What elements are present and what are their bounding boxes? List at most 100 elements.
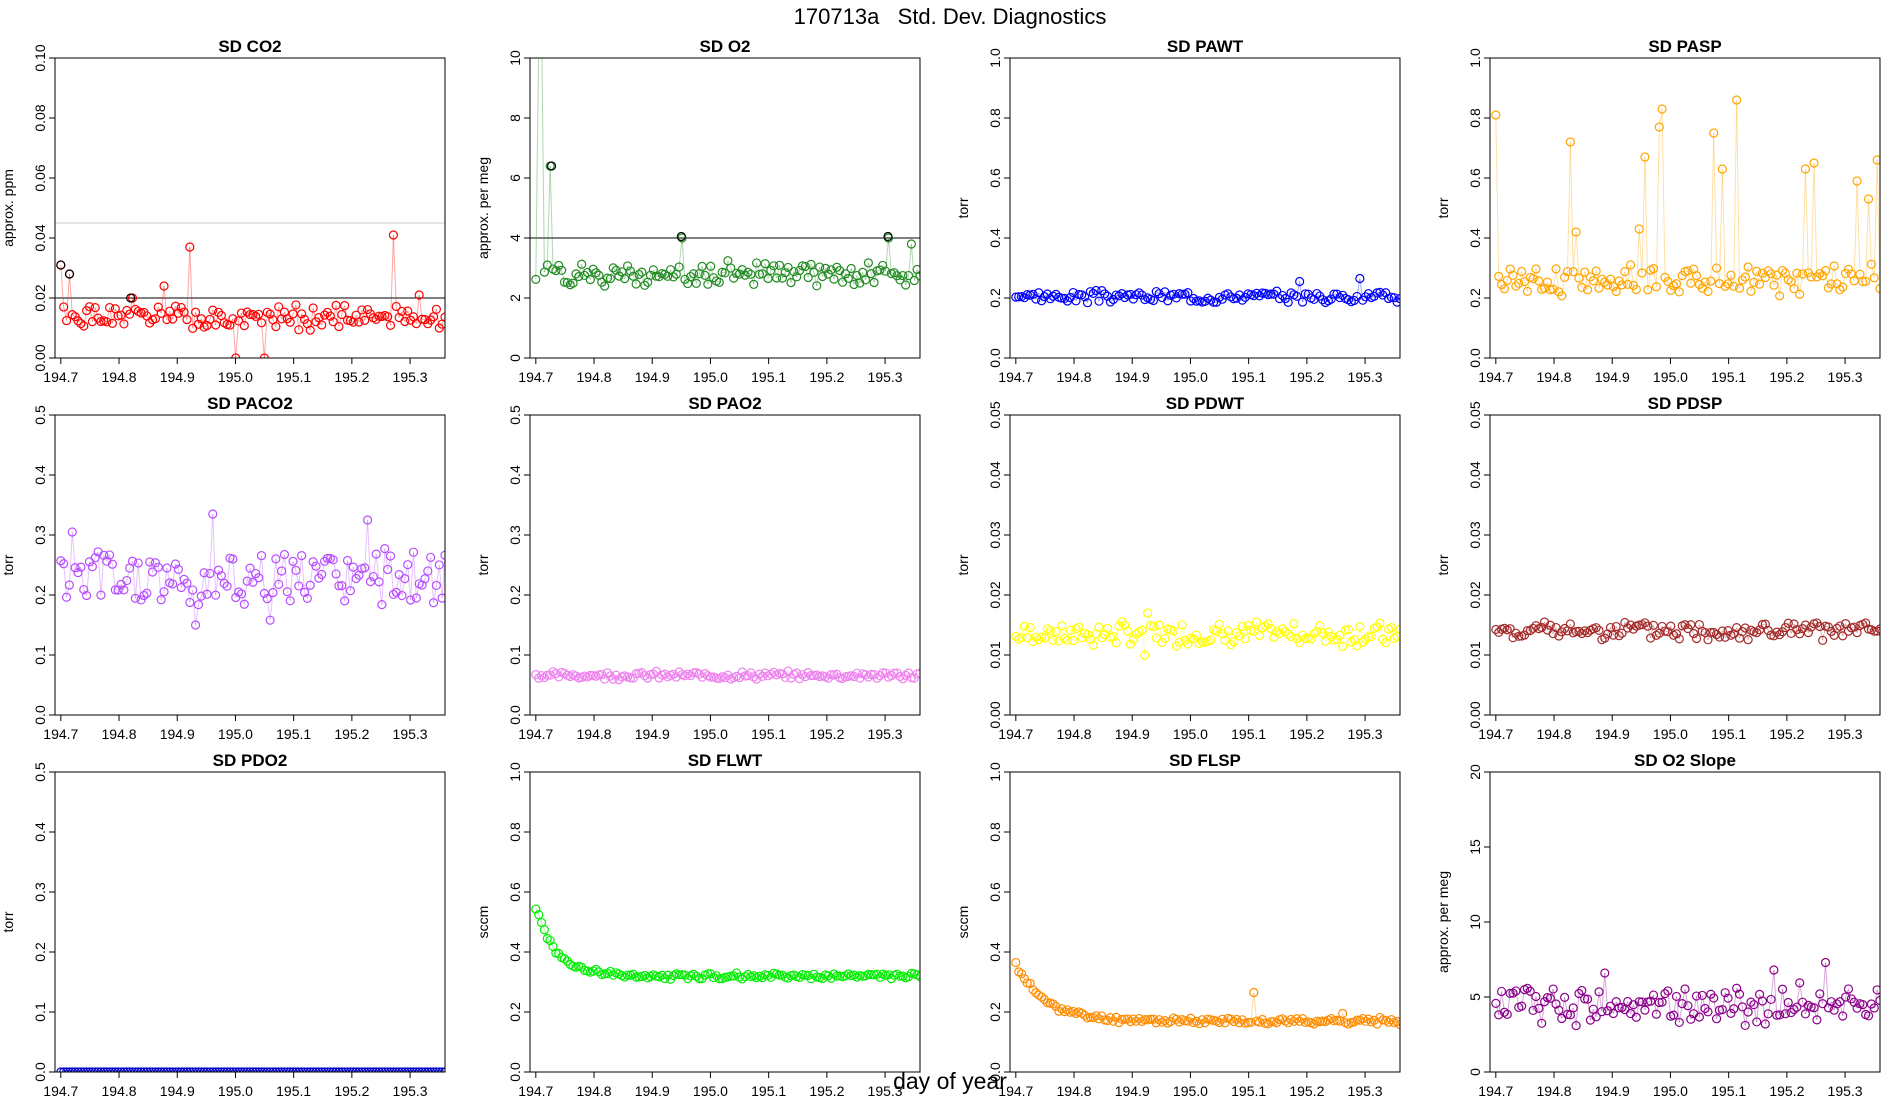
data-point [1677, 999, 1687, 1009]
data-point [574, 271, 584, 282]
data-point [1560, 623, 1570, 634]
data-point [190, 620, 201, 630]
series-segment [678, 237, 683, 268]
data-point [631, 279, 641, 289]
data-point [87, 1067, 97, 1072]
data-point [1502, 275, 1512, 286]
data-point [1740, 623, 1750, 633]
series-segment [246, 568, 251, 582]
series-segment [243, 311, 248, 326]
data-point [1048, 291, 1058, 301]
data-point [165, 306, 175, 316]
series-segment [1170, 293, 1174, 296]
y-tick-label: 0.8 [1467, 108, 1483, 128]
data-point [1594, 625, 1604, 636]
series-segment [272, 558, 277, 593]
data-point [188, 585, 198, 595]
series-segment [535, 908, 540, 915]
x-tick-label: 194.9 [635, 726, 670, 742]
data-point [1582, 994, 1593, 1004]
data-point [408, 1067, 419, 1072]
x-tick-label: 195.0 [693, 1083, 728, 1099]
data-point [79, 321, 89, 331]
data-point [1105, 297, 1116, 307]
data-point [211, 320, 221, 330]
data-point [150, 1067, 161, 1072]
data-point [1594, 987, 1604, 997]
data-point [322, 1067, 333, 1072]
data-point [597, 669, 607, 680]
data-point [403, 306, 413, 316]
x-tick-label: 195.3 [868, 1083, 903, 1099]
data-point [1191, 1016, 1202, 1026]
data-point [1565, 137, 1575, 147]
y-tick-label: 0.2 [987, 1002, 1003, 1022]
data-point [127, 556, 138, 566]
series-segment [781, 272, 786, 279]
series-segment [1110, 636, 1114, 638]
series-segment [1601, 278, 1606, 283]
data-point [1752, 628, 1762, 638]
data-point [116, 1067, 126, 1072]
series-segment [638, 271, 643, 275]
series-segment [1564, 997, 1568, 1015]
data-point [319, 1067, 330, 1072]
series-segment [1155, 625, 1160, 639]
series-segment [361, 309, 366, 321]
data-point [147, 567, 158, 577]
data-point [1249, 291, 1259, 301]
series-segment [324, 312, 328, 316]
data-point [1631, 284, 1641, 295]
x-tick-label: 195.3 [868, 369, 903, 385]
data-point [331, 300, 341, 310]
data-point [1574, 626, 1584, 636]
data-point [611, 670, 621, 680]
data-point [1714, 632, 1725, 642]
data-point [96, 590, 106, 600]
data-point [1214, 1017, 1224, 1028]
x-tick-label: 194.7 [518, 1083, 553, 1099]
data-point [76, 1067, 86, 1072]
data-point [265, 309, 275, 319]
series-segment [192, 312, 197, 329]
data-point [577, 259, 587, 269]
series-segment [1753, 1004, 1758, 1023]
data-point [437, 1067, 445, 1072]
series-segment [1693, 995, 1698, 1014]
data-point [1234, 290, 1245, 300]
data-point [322, 553, 333, 563]
data-point [64, 580, 75, 590]
x-tick-label: 195.2 [809, 369, 844, 385]
series-segment [1865, 198, 1870, 282]
data-point [193, 600, 204, 610]
data-point [285, 596, 295, 606]
series-segment [1101, 634, 1106, 639]
x-tick-label: 195.1 [1711, 1083, 1746, 1099]
series-segment [71, 531, 76, 568]
data-point [720, 268, 730, 278]
data-point [265, 1067, 275, 1072]
series-segment [132, 297, 136, 310]
data-point [1054, 1006, 1064, 1016]
series-segment [321, 561, 326, 575]
data-point [591, 964, 601, 974]
y-tick-label: 0.03 [987, 521, 1003, 548]
series-segment [203, 325, 208, 328]
x-tick-label: 195.0 [1653, 726, 1688, 742]
data-point [1674, 1017, 1684, 1028]
series-segment [1696, 275, 1700, 285]
series-segment [885, 237, 889, 272]
data-point [1131, 290, 1141, 300]
series-segment [1856, 180, 1861, 275]
series [56, 1067, 445, 1072]
data-point [426, 552, 436, 562]
data-point [411, 593, 421, 603]
series-segment [197, 318, 202, 325]
data-point [872, 673, 882, 683]
data-point [1508, 988, 1518, 998]
data-point [1197, 1015, 1207, 1025]
data-point [294, 581, 304, 591]
data-point [832, 971, 842, 981]
x-tick-label: 194.7 [43, 726, 78, 742]
series-segment [321, 314, 326, 326]
